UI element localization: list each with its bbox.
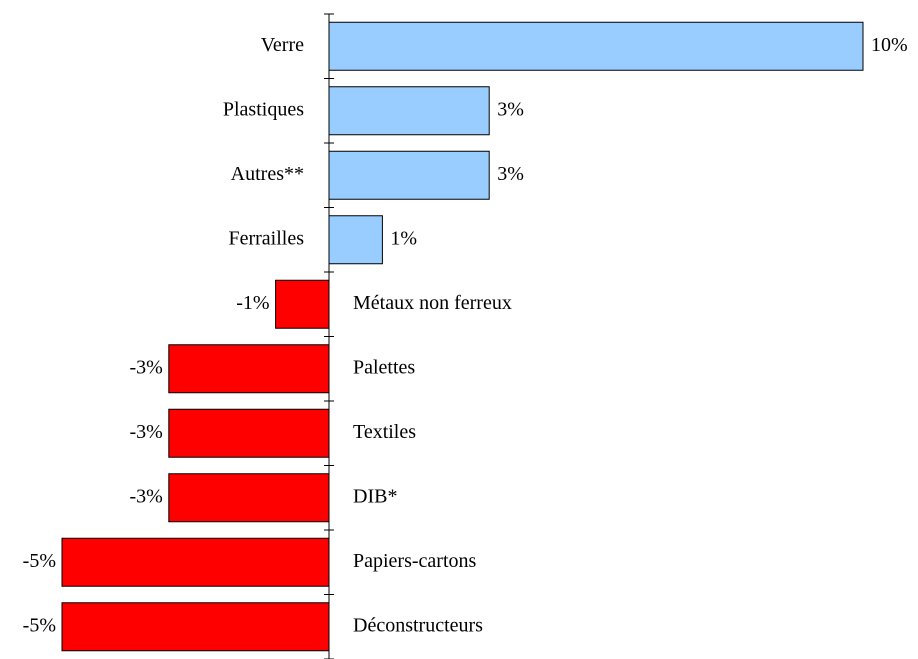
value-label: 1% [390, 227, 417, 249]
bar [168, 408, 330, 458]
value-label: -1% [236, 292, 269, 314]
bar [328, 21, 864, 71]
value-label: -3% [129, 485, 162, 507]
bar [61, 537, 330, 587]
value-label: -5% [23, 550, 56, 572]
category-label: DIB* [353, 485, 397, 507]
value-label: 10% [871, 34, 908, 56]
category-label: Papiers-cartons [353, 550, 477, 572]
category-label: Textiles [353, 421, 416, 443]
category-label: Verre [261, 34, 304, 56]
bar [328, 86, 490, 136]
bar [168, 473, 330, 523]
category-label: Déconstructeurs [353, 614, 483, 636]
bar [328, 150, 490, 200]
value-label: -5% [23, 614, 56, 636]
bar [328, 215, 383, 265]
category-label: Autres** [231, 163, 304, 185]
bar [168, 344, 330, 394]
value-label: 3% [497, 163, 524, 185]
category-label: Plastiques [223, 98, 304, 120]
category-label: Ferrailles [228, 227, 304, 249]
bar [61, 602, 330, 652]
category-label: Métaux non ferreux [353, 292, 512, 314]
category-label: Palettes [353, 356, 415, 378]
bar [275, 279, 330, 329]
value-label: -3% [129, 421, 162, 443]
value-label: -3% [129, 356, 162, 378]
value-label: 3% [497, 98, 524, 120]
